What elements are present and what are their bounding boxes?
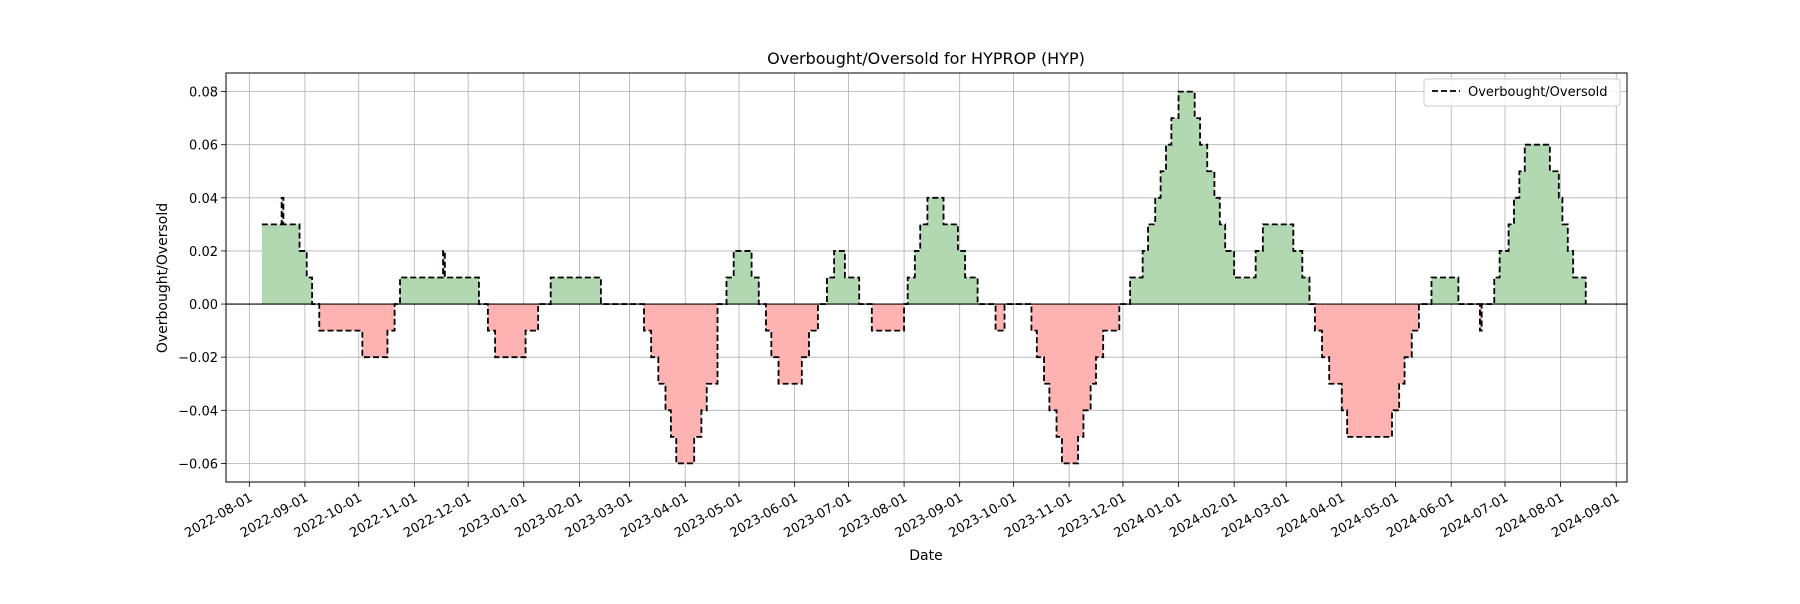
y-axis-label: Overbought/Oversold <box>155 203 171 353</box>
legend-box <box>1423 78 1621 107</box>
axes <box>221 72 1628 487</box>
y-tick-label: −0.06 <box>178 457 218 472</box>
y-tick-label: 0.08 <box>189 86 218 101</box>
oversold-area <box>1031 304 1120 464</box>
oversold-area <box>871 304 905 331</box>
x-axis-label: Date <box>909 548 942 564</box>
oversold-area <box>487 304 539 358</box>
oversold-area <box>1314 304 1419 437</box>
y-tick-label: 0.06 <box>189 139 218 154</box>
y-tick-label: 0.00 <box>189 298 218 313</box>
y-tick-label: −0.02 <box>178 351 218 366</box>
series-lines <box>226 90 1627 465</box>
legend-entry-label: Overbought/Oversold <box>1468 85 1608 100</box>
overbought-area <box>1494 144 1586 305</box>
series-line-overbought-oversold <box>261 90 1587 465</box>
overbought-area <box>826 250 860 305</box>
oversold-area <box>643 304 718 464</box>
legend: Overbought/Oversold <box>1423 78 1621 107</box>
overbought-area <box>1431 277 1459 305</box>
oversold-area <box>995 304 1005 331</box>
overbought-area <box>550 277 601 305</box>
chart-title: Overbought/Oversold for HYPROP (HYP) <box>767 49 1085 68</box>
y-tick-label: 0.04 <box>189 192 218 207</box>
y-tick-label: −0.04 <box>178 404 218 419</box>
y-tick-label: 0.02 <box>189 245 218 260</box>
axes-frame <box>225 72 1628 483</box>
